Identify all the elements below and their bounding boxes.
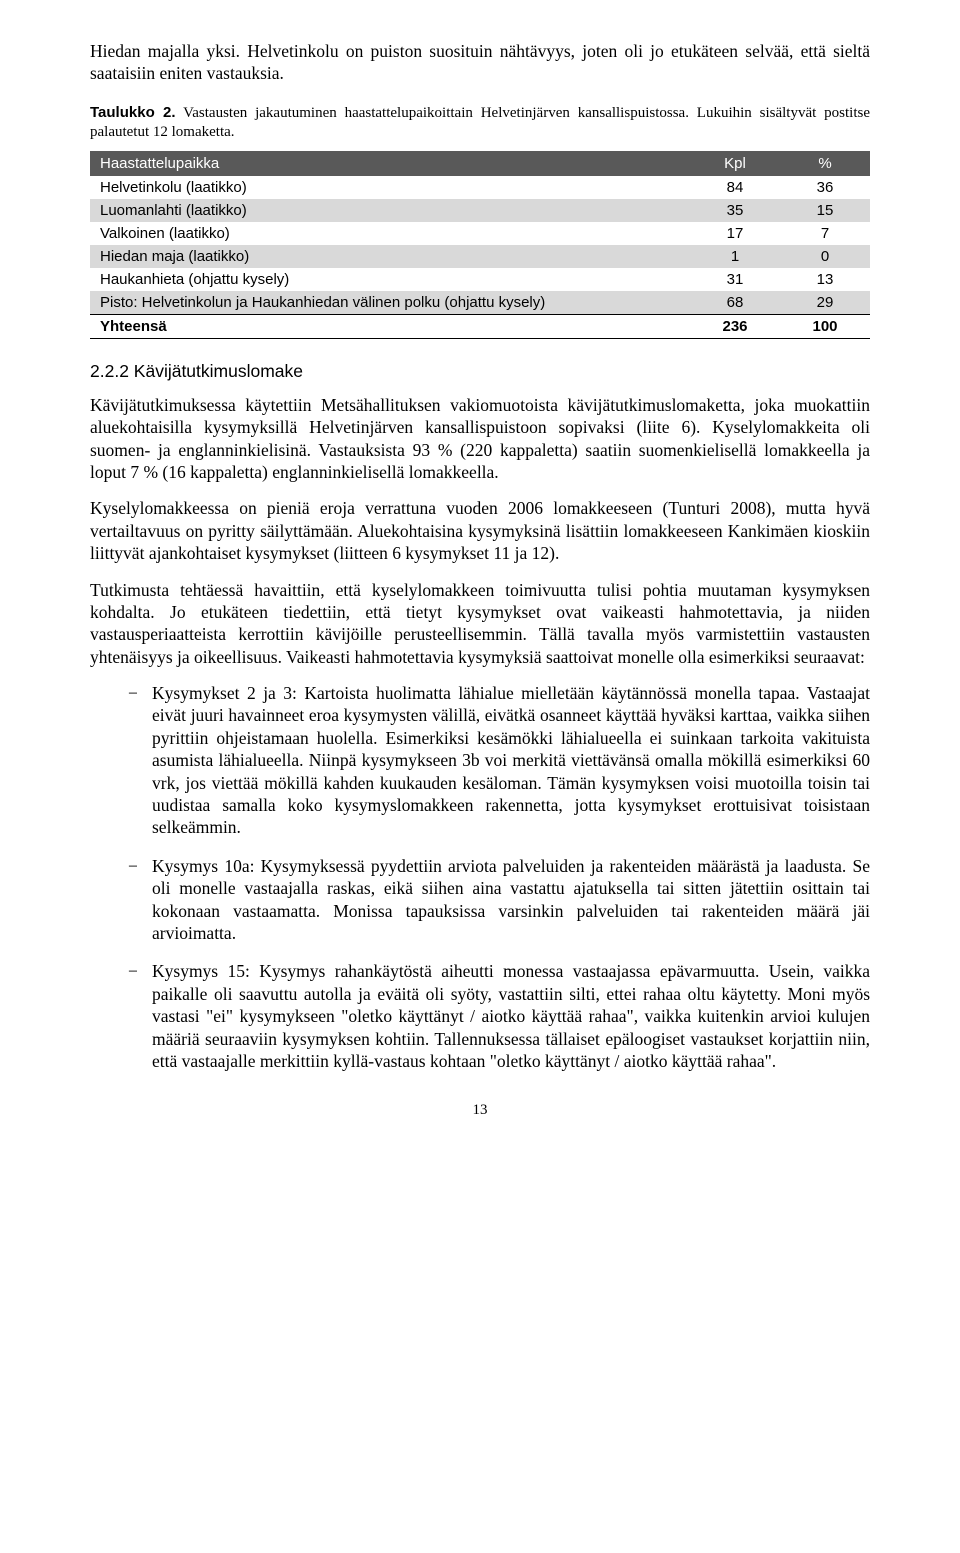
table-row: Luomanlahti (laatikko)3515	[90, 199, 870, 222]
bullet-list: Kysymykset 2 ja 3: Kartoista huolimatta …	[90, 682, 870, 1072]
row-kpl: 17	[690, 222, 780, 245]
row-kpl: 84	[690, 176, 780, 199]
table-row: Helvetinkolu (laatikko)8436	[90, 176, 870, 199]
section-heading: 2.2.2 Kävijätutkimuslomake	[90, 361, 870, 382]
intro-paragraph: Hiedan majalla yksi. Helvetinkolu on pui…	[90, 40, 870, 85]
total-kpl: 236	[690, 314, 780, 338]
table-row: Valkoinen (laatikko)177	[90, 222, 870, 245]
table-row: Pisto: Helvetinkolun ja Haukanhiedan väl…	[90, 291, 870, 315]
table-row: Haukanhieta (ohjattu kysely)3113	[90, 268, 870, 291]
row-pct: 36	[780, 176, 870, 199]
list-item: Kysymykset 2 ja 3: Kartoista huolimatta …	[128, 682, 870, 839]
list-item: Kysymys 15: Kysymys rahankäytöstä aiheut…	[128, 960, 870, 1072]
col-header-pct: %	[780, 151, 870, 176]
table-caption-text: Vastausten jakautuminen haastattelupaiko…	[90, 105, 870, 141]
row-label: Luomanlahti (laatikko)	[90, 199, 690, 222]
col-header-kpl: Kpl	[690, 151, 780, 176]
page-number: 13	[90, 1102, 870, 1119]
total-pct: 100	[780, 314, 870, 338]
table-total-row: Yhteensä236100	[90, 314, 870, 338]
row-label: Hiedan maja (laatikko)	[90, 245, 690, 268]
row-kpl: 31	[690, 268, 780, 291]
row-pct: 13	[780, 268, 870, 291]
row-label: Haukanhieta (ohjattu kysely)	[90, 268, 690, 291]
row-label: Pisto: Helvetinkolun ja Haukanhiedan väl…	[90, 291, 690, 315]
row-pct: 7	[780, 222, 870, 245]
row-label: Valkoinen (laatikko)	[90, 222, 690, 245]
page-container: Hiedan majalla yksi. Helvetinkolu on pui…	[0, 0, 960, 1159]
total-label: Yhteensä	[90, 314, 690, 338]
list-item: Kysymys 10a: Kysymyksessä pyydettiin arv…	[128, 855, 870, 945]
row-kpl: 1	[690, 245, 780, 268]
row-kpl: 68	[690, 291, 780, 315]
row-pct: 0	[780, 245, 870, 268]
col-header-name: Haastattelupaikka	[90, 151, 690, 176]
body-paragraph: Tutkimusta tehtäessä havaittiin, että ky…	[90, 579, 870, 669]
row-kpl: 35	[690, 199, 780, 222]
table-header-row: Haastattelupaikka Kpl %	[90, 151, 870, 176]
table-caption: Taulukko 2. Vastausten jakautuminen haas…	[90, 103, 870, 143]
table-label: Taulukko 2.	[90, 104, 176, 121]
body-paragraph: Kyselylomakkeessa on pieniä eroja verrat…	[90, 497, 870, 564]
body-paragraph: Kävijätutkimuksessa käytettiin Metsähall…	[90, 394, 870, 484]
table-row: Hiedan maja (laatikko)10	[90, 245, 870, 268]
row-pct: 29	[780, 291, 870, 315]
row-pct: 15	[780, 199, 870, 222]
row-label: Helvetinkolu (laatikko)	[90, 176, 690, 199]
data-table: Haastattelupaikka Kpl % Helvetinkolu (la…	[90, 151, 870, 339]
